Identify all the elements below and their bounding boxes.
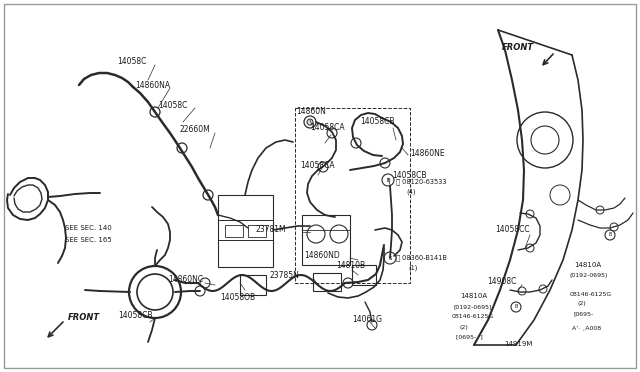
- Text: B: B: [386, 177, 390, 183]
- Text: B: B: [515, 305, 518, 310]
- Text: 14058OB: 14058OB: [220, 294, 255, 302]
- Text: 14860NC: 14860NC: [168, 276, 203, 285]
- Text: 08146-6125G: 08146-6125G: [452, 314, 494, 320]
- Text: 14058CB: 14058CB: [118, 311, 152, 321]
- Text: 14810A: 14810A: [460, 293, 487, 299]
- Text: A'· ¸A008: A'· ¸A008: [572, 326, 601, 330]
- Bar: [302, 215, 350, 265]
- Bar: [352, 265, 376, 285]
- Text: 14810B: 14810B: [336, 260, 365, 269]
- Text: 14058CB: 14058CB: [392, 170, 426, 180]
- Text: Ⓢ 08360-B141B: Ⓢ 08360-B141B: [396, 255, 447, 261]
- Text: 14860NA: 14860NA: [135, 80, 170, 90]
- Bar: [225, 225, 243, 237]
- Bar: [295, 108, 410, 283]
- Bar: [248, 225, 266, 237]
- Text: SEE SEC. 140: SEE SEC. 140: [65, 225, 112, 231]
- Text: B: B: [608, 232, 612, 237]
- Text: 14860N: 14860N: [296, 108, 326, 116]
- Text: 14058CC: 14058CC: [495, 225, 530, 234]
- Text: [0695-  ]: [0695- ]: [456, 334, 483, 340]
- Text: 14908C: 14908C: [487, 278, 516, 286]
- Text: 14058CB: 14058CB: [360, 116, 394, 125]
- Text: 14860ND: 14860ND: [304, 251, 340, 260]
- Text: 14058CA: 14058CA: [310, 124, 344, 132]
- Text: 14860NE: 14860NE: [410, 148, 445, 157]
- Text: [0192-0695]: [0192-0695]: [454, 305, 493, 310]
- Text: (2): (2): [460, 324, 468, 330]
- Text: FRONT: FRONT: [502, 44, 534, 52]
- Bar: [218, 195, 273, 267]
- Text: 14058C: 14058C: [158, 102, 188, 110]
- Text: FRONT: FRONT: [68, 314, 100, 323]
- Text: 22660M: 22660M: [180, 125, 211, 135]
- Text: 23785N: 23785N: [270, 272, 300, 280]
- Text: SEE SEC. 165: SEE SEC. 165: [65, 237, 112, 243]
- Text: 14058C: 14058C: [117, 58, 147, 67]
- Circle shape: [307, 119, 313, 125]
- Text: (0192-0695): (0192-0695): [570, 273, 609, 279]
- Text: 14058CA: 14058CA: [300, 160, 335, 170]
- Text: 14919M: 14919M: [504, 341, 532, 347]
- Text: 23781M: 23781M: [256, 225, 287, 234]
- Bar: [240, 275, 266, 295]
- Bar: [313, 273, 341, 291]
- Text: 08146-6125G: 08146-6125G: [570, 292, 612, 296]
- Text: (2): (2): [578, 301, 587, 307]
- Text: [0695-: [0695-: [574, 311, 595, 317]
- Text: (4): (4): [406, 189, 415, 195]
- Text: S: S: [388, 256, 392, 260]
- Text: Ⓑ 08120-63533: Ⓑ 08120-63533: [396, 179, 447, 185]
- Text: (1): (1): [408, 265, 417, 271]
- Text: 14810A: 14810A: [574, 262, 601, 268]
- Text: 14061G: 14061G: [352, 315, 382, 324]
